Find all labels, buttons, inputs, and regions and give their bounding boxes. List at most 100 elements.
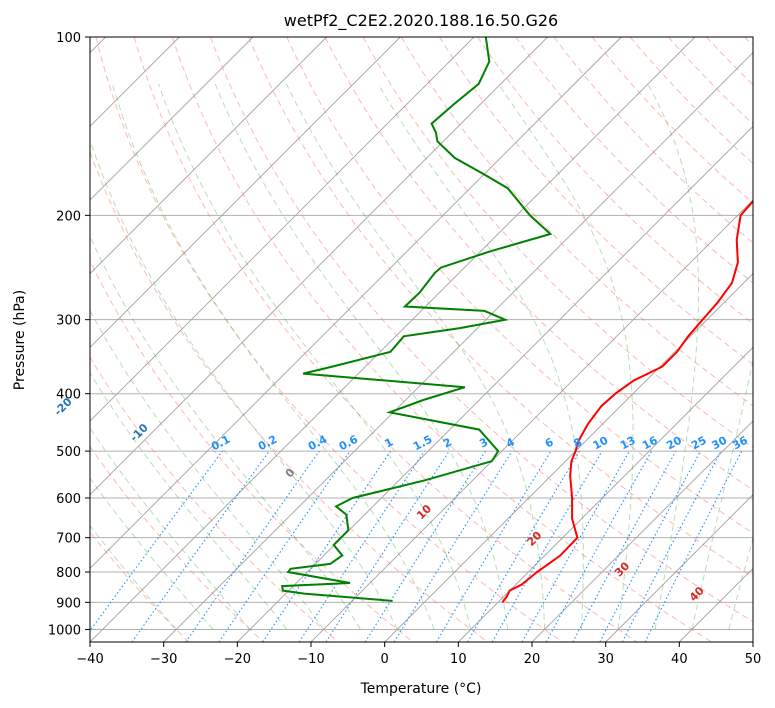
dry-adiabat-line bbox=[210, 37, 753, 623]
isotherm-line bbox=[605, 494, 753, 642]
isotherm-line bbox=[531, 420, 753, 642]
moist-adiabat-line bbox=[728, 536, 753, 630]
moist-adiabat-line bbox=[111, 83, 435, 630]
dry-adiabat-line bbox=[90, 259, 414, 642]
y-tick-label: 600 bbox=[56, 492, 81, 507]
x-axis: −40 −30 −20 −10 0 10 20 30 40 50 bbox=[76, 642, 761, 667]
dry-adiabat-line bbox=[324, 37, 753, 491]
moist-adiabat-line bbox=[90, 309, 324, 630]
x-tick-label: 50 bbox=[745, 652, 762, 667]
mixing-ratio-label: 8 bbox=[571, 435, 584, 450]
background-lines bbox=[90, 37, 753, 642]
moist-adiabat-line bbox=[90, 138, 398, 630]
moist-adiabat-line bbox=[214, 83, 509, 630]
dewpoint-profile-line bbox=[281, 37, 553, 602]
isotherm-line bbox=[458, 346, 753, 642]
x-tick-label: 30 bbox=[597, 652, 614, 667]
dry-adiabat-line bbox=[90, 356, 339, 642]
moist-adiabat-line bbox=[90, 235, 361, 630]
mixing-ratio-label: 36 bbox=[730, 434, 750, 453]
mixing-ratio-line bbox=[393, 450, 513, 642]
mixing-ratio-label: 30 bbox=[710, 434, 730, 453]
isotherm-line bbox=[90, 37, 401, 348]
isotherm-line bbox=[90, 37, 548, 496]
isotherm-line bbox=[90, 37, 475, 422]
moist-adiabat-label: 0 bbox=[283, 466, 298, 481]
mixing-ratio-label: 25 bbox=[689, 434, 709, 453]
moist-adiabat-label: 20 bbox=[524, 529, 544, 549]
isotherm-line bbox=[752, 641, 753, 642]
moist-adiabat-line bbox=[158, 83, 472, 630]
chart-title: wetPf2_C2E2.2020.188.16.50.G26 bbox=[284, 11, 558, 31]
mixing-ratio-line bbox=[218, 450, 351, 642]
moist-adiabat-line bbox=[377, 83, 584, 630]
moist-adiabat-line bbox=[90, 477, 214, 630]
moist-adiabat-line bbox=[691, 358, 753, 630]
isotherm-line bbox=[90, 37, 254, 201]
mixing-ratio-line bbox=[521, 450, 630, 642]
dry-adiabat-line bbox=[362, 37, 753, 449]
line-labels: 0.10.20.40.611.52346810131620253036-100-… bbox=[0, 366, 750, 604]
dry-adiabat-line bbox=[553, 37, 753, 244]
y-axis: 100 200 300 400 500 600 700 800 900 1000 bbox=[48, 31, 90, 638]
isotherm-line bbox=[90, 37, 622, 569]
dry-adiabat-line bbox=[668, 37, 753, 125]
moist-adiabat-line bbox=[647, 83, 699, 630]
x-axis-label: Temperature (°C) bbox=[360, 681, 482, 697]
dry-adiabat-line bbox=[286, 37, 753, 534]
mixing-ratio-label: 13 bbox=[618, 434, 638, 453]
mixing-ratio-line bbox=[572, 450, 677, 642]
dry-adiabat-line bbox=[706, 37, 753, 86]
y-tick-label: 700 bbox=[56, 532, 81, 547]
isotherm-line bbox=[163, 52, 753, 642]
y-tick-label: 500 bbox=[56, 445, 81, 460]
mixing-ratio-label: 3 bbox=[477, 435, 490, 450]
x-tick-label: 40 bbox=[671, 652, 688, 667]
moist-adiabat-line bbox=[285, 83, 546, 630]
y-axis-label: Pressure (hPa) bbox=[12, 290, 28, 390]
x-tick-label: 10 bbox=[450, 652, 467, 667]
dry-adiabat-line bbox=[591, 37, 753, 204]
mixing-ratio-label: 1.5 bbox=[411, 433, 434, 454]
isotherm-line bbox=[237, 125, 753, 642]
dry-adiabat-line bbox=[95, 37, 563, 642]
y-tick-label: 200 bbox=[56, 209, 81, 224]
x-tick-label: −20 bbox=[224, 652, 251, 667]
mixing-ratio-line bbox=[298, 450, 425, 642]
moist-adiabat-line bbox=[90, 427, 251, 630]
x-tick-label: −40 bbox=[76, 652, 103, 667]
mixing-ratio-line bbox=[131, 450, 270, 642]
mixing-ratio-label: 20 bbox=[664, 434, 684, 453]
mixing-ratio-line bbox=[90, 450, 223, 632]
dry-adiabat-line bbox=[171, 37, 712, 642]
isotherm-line bbox=[384, 273, 753, 642]
moist-adiabat-label: 30 bbox=[612, 559, 632, 579]
mixing-ratio-label: 16 bbox=[640, 434, 660, 453]
temperature-profile-line bbox=[501, 200, 753, 603]
dry-adiabat-line bbox=[248, 37, 753, 578]
isotherm-line bbox=[679, 567, 753, 642]
mixing-ratio-line bbox=[599, 450, 701, 642]
mixing-ratio-line bbox=[325, 450, 450, 642]
y-tick-label: 100 bbox=[56, 31, 81, 46]
dry-adiabat-label: -10 bbox=[128, 421, 151, 444]
x-tick-label: 0 bbox=[381, 652, 389, 667]
dry-adiabat-line bbox=[90, 150, 488, 642]
moist-adiabat-label: 10 bbox=[414, 502, 434, 522]
dry-adiabat-line bbox=[400, 37, 753, 407]
mixing-ratio-line bbox=[545, 450, 653, 642]
mixing-ratio-line bbox=[644, 450, 743, 642]
mixing-ratio-label: 6 bbox=[543, 435, 556, 450]
mixing-ratio-line bbox=[185, 450, 320, 642]
x-tick-label: −10 bbox=[297, 652, 324, 667]
data-lines bbox=[281, 37, 753, 603]
mixing-ratio-label: 0.6 bbox=[337, 433, 361, 454]
y-tick-label: 900 bbox=[56, 596, 81, 611]
y-tick-label: 400 bbox=[56, 388, 81, 403]
plot-frame bbox=[89, 36, 754, 643]
moist-adiabat-label: 40 bbox=[687, 584, 707, 604]
moist-adiabat-line bbox=[90, 524, 177, 630]
isotherm-line bbox=[90, 37, 696, 642]
y-tick-label: 1000 bbox=[48, 623, 81, 638]
